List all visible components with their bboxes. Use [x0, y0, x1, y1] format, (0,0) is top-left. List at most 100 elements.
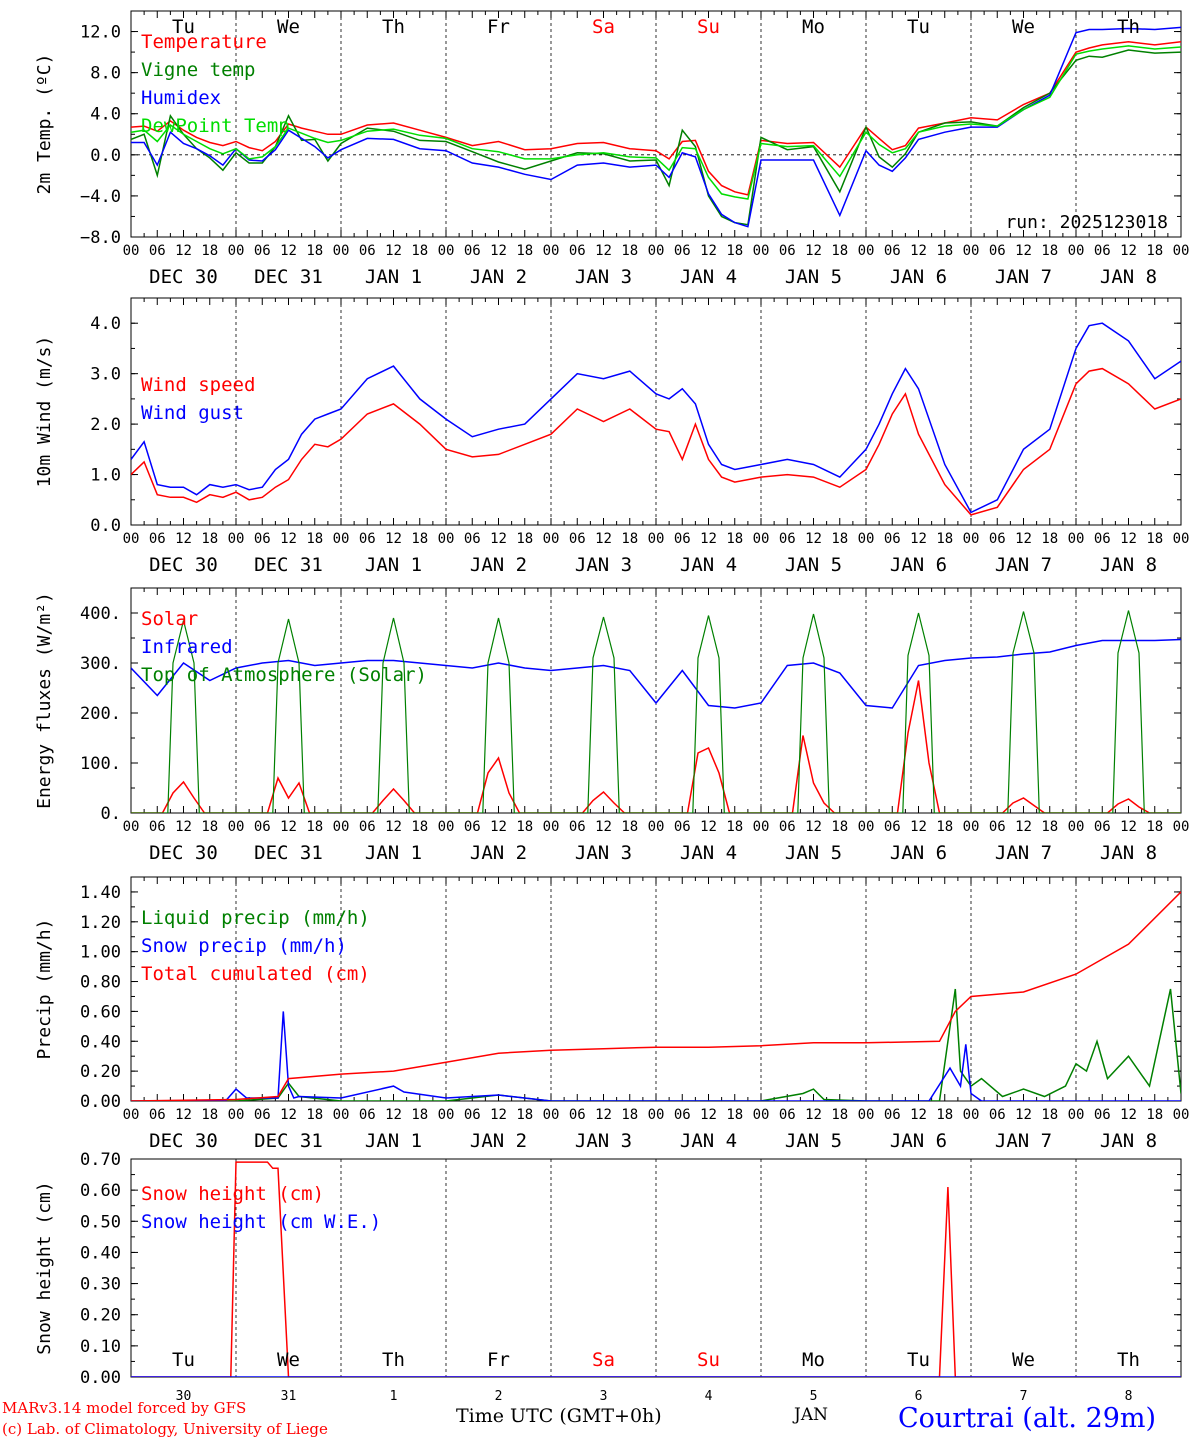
weekday-label: Tu: [907, 16, 930, 38]
y-tick-label: −4.0: [80, 187, 121, 207]
hour-label: 06: [884, 243, 901, 259]
hour-label: 00: [438, 531, 455, 547]
hour-label: 18: [1041, 1107, 1058, 1123]
hour-label: 06: [464, 819, 481, 835]
hour-label: 12: [595, 1107, 612, 1123]
weekday-label: Tu: [907, 1349, 930, 1371]
day-number-label: 8: [1125, 1389, 1133, 1404]
y-tick-label: 0.40: [80, 1243, 121, 1263]
date-label: JAN 6: [890, 842, 947, 864]
hour-label: 18: [1146, 531, 1163, 547]
hour-label: 00: [963, 819, 980, 835]
hour-label: 06: [254, 531, 271, 547]
date-label: JAN 7: [995, 842, 1052, 864]
y-tick-label: 4.0: [90, 105, 121, 125]
hour-label: 18: [621, 531, 638, 547]
series-line-temperature: [131, 41, 1181, 196]
y-tick-label: 0.: [101, 804, 121, 824]
y-tick-label: 12.0: [80, 23, 121, 43]
y-tick-label: 0.20: [80, 1062, 121, 1082]
hour-label: 00: [123, 1107, 140, 1123]
hour-label: 18: [726, 243, 743, 259]
hour-label: 06: [1094, 819, 1111, 835]
hour-label: 18: [411, 1107, 428, 1123]
hour-label: 06: [569, 819, 586, 835]
series-line-vigne-temp: [131, 49, 1181, 226]
hour-label: 18: [516, 243, 533, 259]
y-tick-label: 400.: [80, 604, 121, 624]
date-label: DEC 31: [254, 842, 323, 864]
date-label: JAN 6: [890, 1130, 947, 1152]
hour-label: 06: [884, 531, 901, 547]
day-number-label: 7: [1020, 1389, 1028, 1404]
hour-label: 06: [674, 531, 691, 547]
y-tick-label: 0.00: [80, 1368, 121, 1388]
hour-label: 12: [805, 819, 822, 835]
date-label: DEC 30: [149, 266, 218, 288]
hour-label: 18: [1146, 243, 1163, 259]
date-label: JAN 4: [680, 1130, 737, 1152]
legend-entry: Snow height (cm W.E.): [141, 1211, 381, 1233]
y-tick-label: 8.0: [90, 64, 121, 84]
hour-label: 06: [569, 243, 586, 259]
hour-label: 00: [753, 243, 770, 259]
weekday-label: Sa: [592, 16, 615, 38]
series-line-liquid-precip-mm-h-: [131, 988, 1181, 1101]
hour-label: 12: [910, 819, 927, 835]
hour-label: 18: [1146, 1107, 1163, 1123]
hour-label: 18: [621, 1107, 638, 1123]
hour-label: 06: [464, 243, 481, 259]
weekday-label: Sa: [592, 1349, 615, 1371]
date-label: JAN 7: [995, 554, 1052, 576]
date-label: JAN 8: [1100, 1130, 1157, 1152]
y-tick-label: 4.0: [90, 314, 121, 334]
hour-label: 06: [1094, 1107, 1111, 1123]
legend-entry: Solar: [141, 608, 198, 630]
legend-entry: Total cumulated (cm): [141, 963, 370, 985]
hour-label: 00: [543, 1107, 560, 1123]
y-tick-label: 0.40: [80, 1032, 121, 1052]
hour-label: 18: [306, 243, 323, 259]
hour-label: 18: [1041, 819, 1058, 835]
hour-label: 12: [910, 243, 927, 259]
weekday-label: Th: [1117, 1349, 1140, 1371]
hour-label: 06: [359, 1107, 376, 1123]
hour-label: 12: [910, 531, 927, 547]
model-credit: MARv3.14 model forced by GFS: [2, 1399, 247, 1417]
hour-label: 00: [1068, 531, 1085, 547]
hour-label: 00: [438, 1107, 455, 1123]
weekday-label: We: [277, 1349, 300, 1371]
series-line-wind-speed: [131, 367, 1181, 516]
hour-label: 12: [1120, 1107, 1137, 1123]
date-label: JAN 3: [575, 266, 632, 288]
legend-entry: Liquid precip (mm/h): [141, 907, 370, 929]
series-line-top-of-atmosphere-solar-: [131, 610, 1181, 813]
hour-label: 00: [963, 1107, 980, 1123]
hour-label: 06: [779, 243, 796, 259]
day-number-label: 6: [915, 1389, 923, 1404]
y-tick-label: 1.00: [80, 943, 121, 963]
hour-label: 06: [464, 1107, 481, 1123]
hour-label: 12: [910, 1107, 927, 1123]
hour-label: 12: [1015, 819, 1032, 835]
date-label: JAN 5: [785, 266, 842, 288]
date-label: JAN 7: [995, 1130, 1052, 1152]
y-tick-label: 0.80: [80, 973, 121, 993]
hour-label: 06: [569, 531, 586, 547]
weekday-label: Fr: [487, 16, 510, 38]
y-tick-label: 0.50: [80, 1212, 121, 1232]
hour-label: 12: [175, 531, 192, 547]
date-label: DEC 31: [254, 266, 323, 288]
date-label: JAN 8: [1100, 266, 1157, 288]
hour-label: 18: [411, 531, 428, 547]
hour-label: 06: [989, 1107, 1006, 1123]
hour-label: 00: [963, 531, 980, 547]
day-number-label: 31: [281, 1389, 297, 1404]
y-tick-label: 1.0: [90, 466, 121, 486]
hour-label: 12: [280, 531, 297, 547]
y-tick-label: 100.: [80, 754, 121, 774]
legend-entry: Temperature: [141, 31, 267, 53]
hour-label: 06: [359, 819, 376, 835]
hour-label: 00: [1173, 243, 1190, 259]
y-axis-title: Energy fluxes (W/m²): [34, 592, 55, 809]
